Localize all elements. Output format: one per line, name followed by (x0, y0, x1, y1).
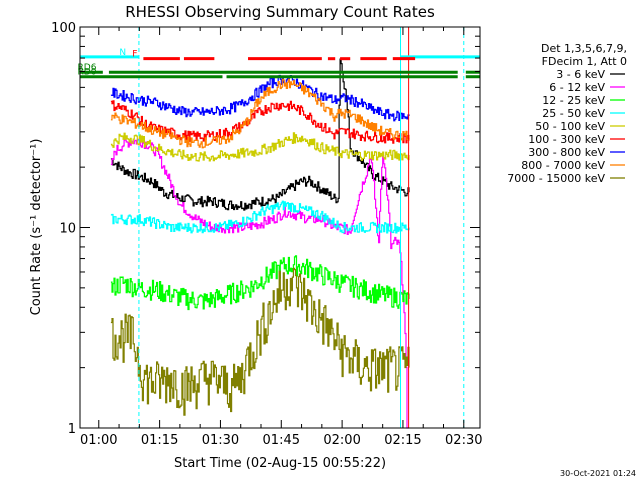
y-tick-label: 10 (59, 222, 76, 237)
x-tick-label: 02:00 (323, 433, 360, 448)
x-tick-label: 01:30 (202, 433, 239, 448)
y-axis-label: Count Rate (s⁻¹ detector⁻¹) (29, 139, 44, 316)
legend-label: 300 - 800 keV (528, 146, 605, 159)
legend-label: 100 - 300 keV (528, 133, 605, 146)
x-axis-label: Start Time (02-Aug-15 00:55:22) (174, 456, 386, 471)
series-line-25-50-kev (110, 200, 410, 234)
x-tick-label: 02:30 (445, 433, 482, 448)
legend-header: Det 1,3,5,6,7,9, (541, 42, 627, 55)
series-line-300-800-kev (110, 74, 410, 122)
x-tick-label: 01:45 (263, 433, 300, 448)
legend: Det 1,3,5,6,7,9,FDecim 1, Att 03 - 6 keV… (507, 42, 627, 185)
series-line-800-7000-kev (110, 78, 410, 149)
x-tick-label: 01:00 (80, 433, 117, 448)
chart-title: RHESSI Observing Summary Count Rates (125, 3, 435, 21)
legend-label: 3 - 6 keV (556, 68, 605, 81)
series-line-100-300-kev (110, 100, 410, 144)
series-line-3-6-kev (110, 58, 410, 211)
y-tick-label: 100 (51, 21, 76, 36)
series-line-6-12-kev (110, 138, 409, 429)
state-bar-label-f: F (132, 50, 137, 60)
legend-header: FDecim 1, Att 0 (542, 55, 627, 68)
legend-label: 12 - 25 keV (542, 94, 605, 107)
series-line-50-100-kev (110, 132, 410, 162)
x-axis: 01:00 01:15 01:30 01:45 02:00 02:15 02:30 (80, 27, 483, 448)
x-tick-label: 02:15 (384, 433, 421, 448)
legend-label: 7000 - 15000 keV (507, 172, 605, 185)
legend-label: 50 - 100 keV (535, 120, 605, 133)
state-bar-label-rd6: RD6 (78, 63, 97, 73)
legend-label: 25 - 50 keV (542, 107, 605, 120)
series-line-7000-15000-kev (110, 267, 410, 416)
x-tick-label: 01:15 (141, 433, 178, 448)
footer-date: 30-Oct-2021 01:24 (560, 469, 636, 478)
y-tick-label: 1 (68, 422, 76, 437)
data-layer (110, 58, 410, 429)
state-bars: NFRD0RD6 (78, 27, 480, 428)
legend-label: 800 - 7000 keV (521, 159, 605, 172)
legend-label: 6 - 12 keV (549, 81, 605, 94)
y-axis: 1 10 100 (51, 21, 480, 437)
series-line-12-25-kev (110, 255, 410, 311)
state-bar-label-n: N (119, 48, 126, 58)
